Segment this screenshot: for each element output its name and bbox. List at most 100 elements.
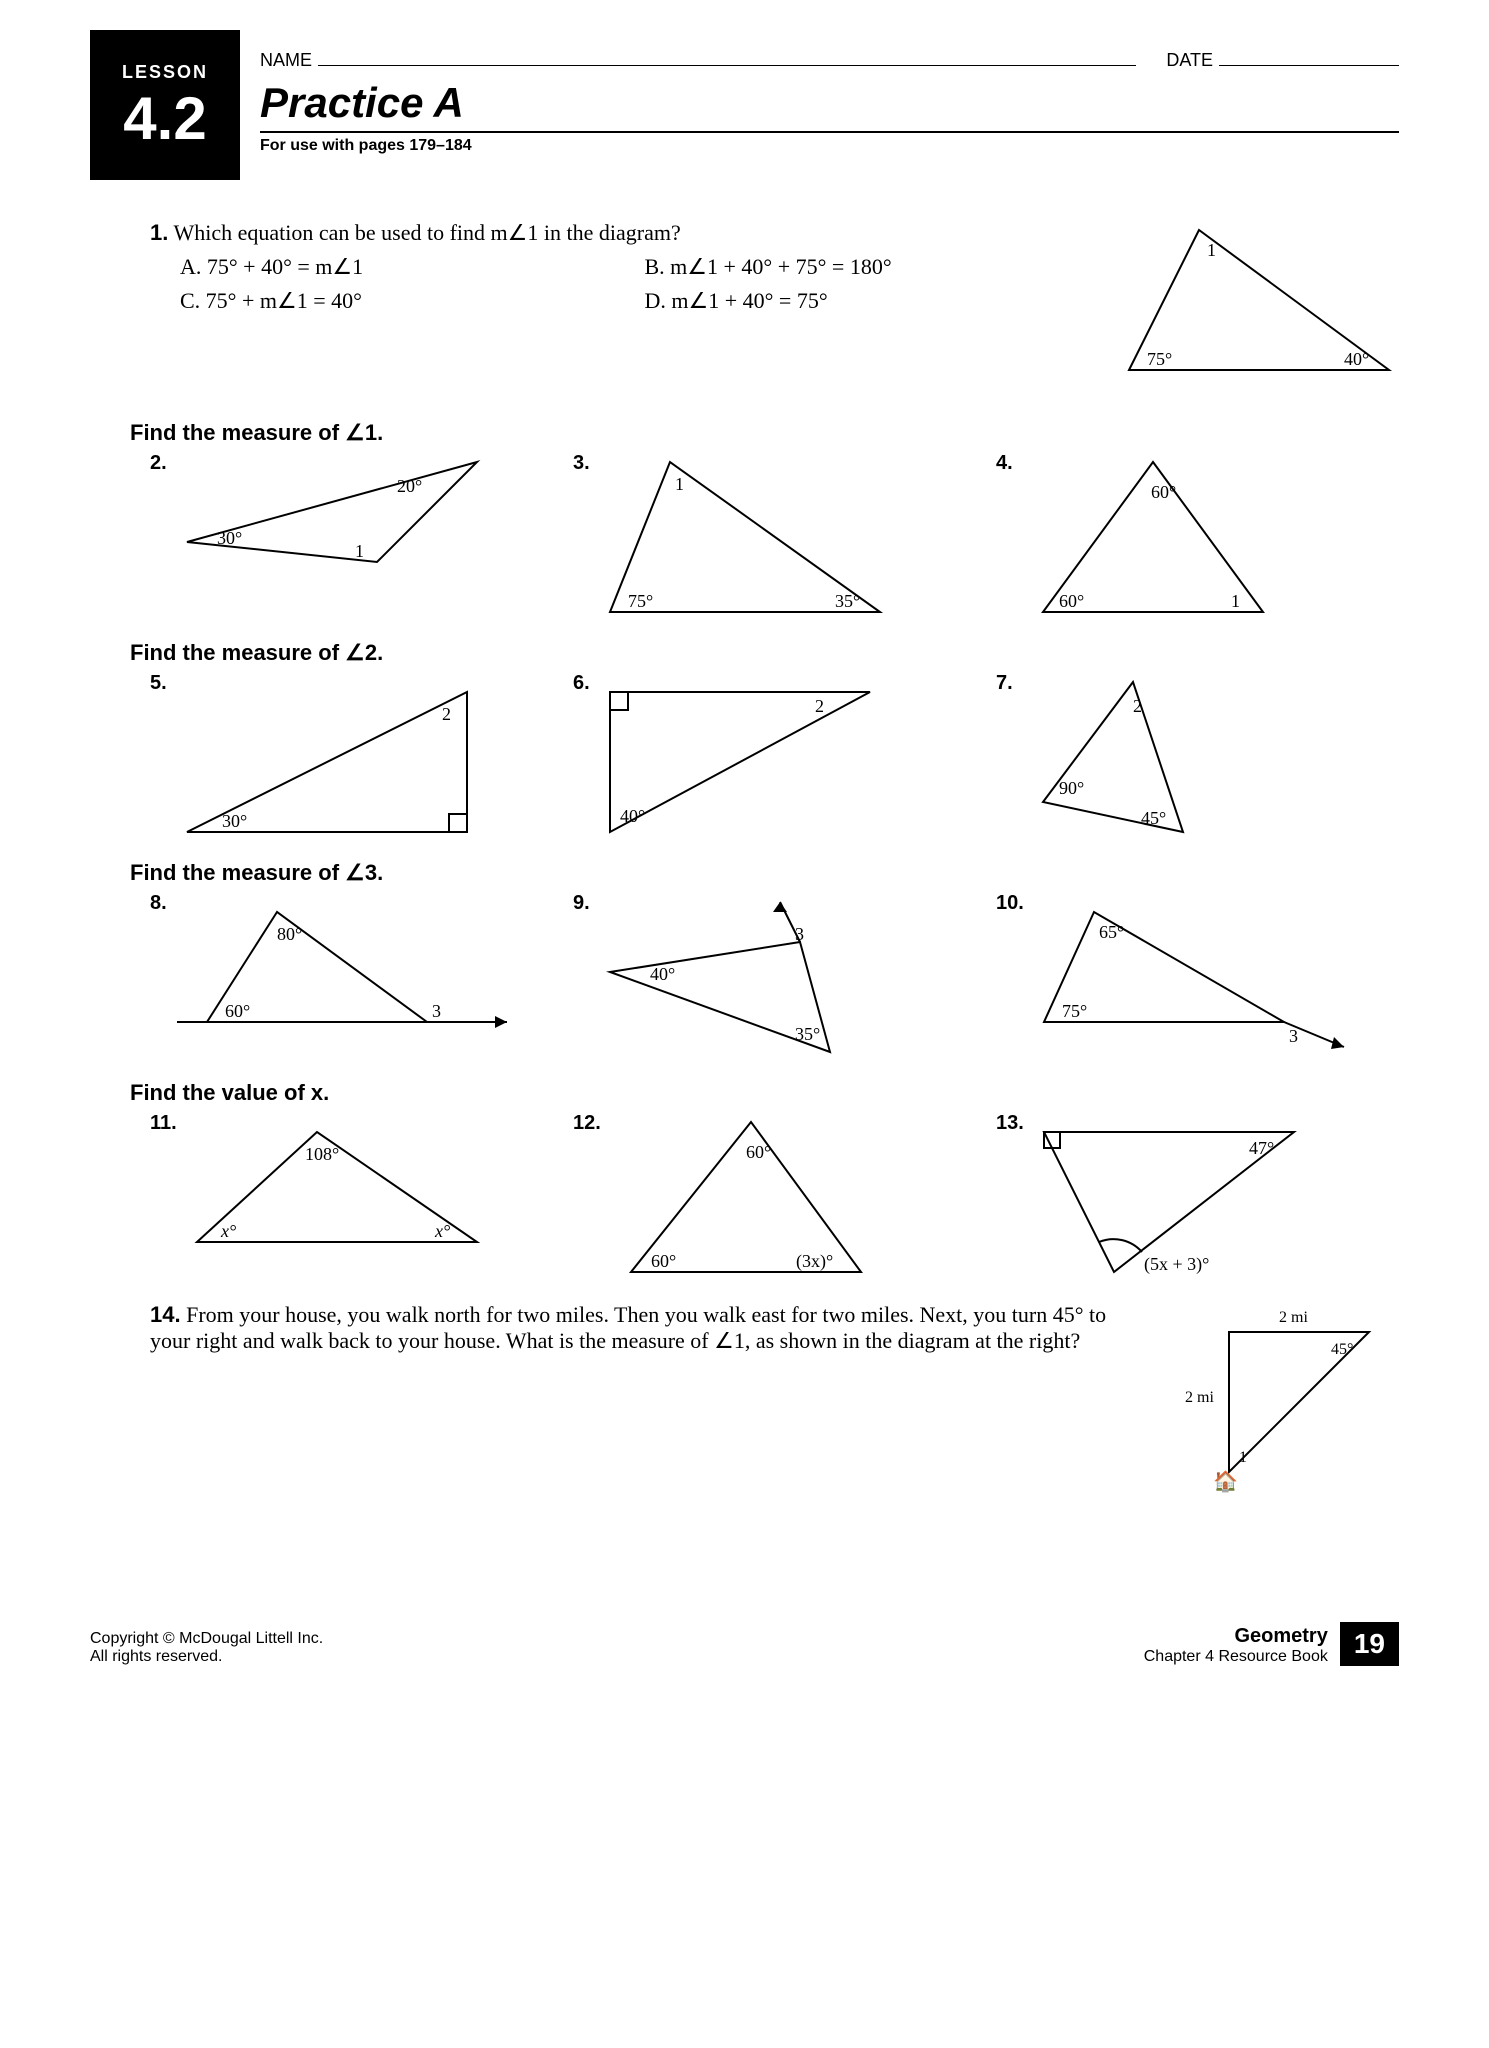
problem-2: 2. 20° 30° 1 <box>150 452 553 622</box>
svg-text:3: 3 <box>795 924 804 944</box>
p10-num: 10. <box>996 892 1024 1062</box>
p11-num: 11. <box>150 1112 177 1282</box>
worksheet-title: Practice A <box>260 79 1399 127</box>
q1-choice-d: D. m∠1 + 40° = 75° <box>645 288 1080 314</box>
svg-text:65°: 65° <box>1099 922 1124 942</box>
p4-num: 4. <box>996 452 1013 622</box>
lesson-number: 4.2 <box>123 89 206 149</box>
svg-text:1: 1 <box>675 474 684 494</box>
page-footer: Copyright © McDougal Littell Inc. All ri… <box>90 1622 1399 1666</box>
row-2-4: 2. 20° 30° 1 3. 1 75° 35° 4. 60° 60° 1 <box>90 452 1399 622</box>
svg-text:40°: 40° <box>1344 349 1369 369</box>
page-header: LESSON 4.2 NAME DATE Practice A For use … <box>90 30 1399 180</box>
section-1-head: Find the measure of ∠1. <box>130 420 1399 446</box>
problem-3: 3. 1 75° 35° <box>573 452 976 622</box>
p5-num: 5. <box>150 672 167 842</box>
problem-4: 4. 60° 60° 1 <box>996 452 1399 622</box>
svg-text:1: 1 <box>355 541 364 561</box>
row-8-10: 8. 80° 60° 3 9. 3 40° 35° 10. 65° 75° <box>90 892 1399 1062</box>
p13-num: 13. <box>996 1112 1024 1282</box>
section-4-head: Find the value of x. <box>130 1080 1399 1106</box>
problem-5: 5. 2 30° <box>150 672 553 842</box>
svg-text:30°: 30° <box>222 811 247 831</box>
svg-text:35°: 35° <box>795 1024 820 1044</box>
date-line <box>1219 65 1399 66</box>
svg-text:40°: 40° <box>650 964 675 984</box>
section-2-head: Find the measure of ∠2. <box>130 640 1399 666</box>
q1-prompt: Which equation can be used to find m∠1 i… <box>173 220 680 245</box>
name-label: NAME <box>260 50 312 71</box>
house-icon: 🏠 <box>1213 1470 1238 1493</box>
q14-number: 14. <box>150 1302 181 1327</box>
svg-text:x°: x° <box>220 1221 236 1241</box>
section-3-head: Find the measure of ∠3. <box>130 860 1399 886</box>
svg-text:47°: 47° <box>1249 1138 1274 1158</box>
problem-6: 6. 2 40° <box>573 672 976 842</box>
svg-text:80°: 80° <box>277 924 302 944</box>
q1-choice-b: B. m∠1 + 40° + 75° = 180° <box>645 254 1080 280</box>
row-11-13: 11. 108° x° x° 12. 60° 60° (3x)° 13. 47°… <box>90 1112 1399 1282</box>
svg-text:(3x)°: (3x)° <box>796 1251 833 1272</box>
svg-text:1: 1 <box>1207 240 1216 260</box>
problem-12: 12. 60° 60° (3x)° <box>573 1112 976 1282</box>
problem-11: 11. 108° x° x° <box>150 1112 553 1282</box>
svg-text:1: 1 <box>1239 1449 1247 1466</box>
svg-text:(5x + 3)°: (5x + 3)° <box>1144 1254 1209 1275</box>
svg-text:3: 3 <box>432 1001 441 1021</box>
svg-text:60°: 60° <box>1059 591 1084 611</box>
worksheet-subtitle: For use with pages 179–184 <box>260 137 1399 155</box>
p12-num: 12. <box>573 1112 601 1282</box>
p8-num: 8. <box>150 892 167 1062</box>
svg-text:108°: 108° <box>305 1144 339 1164</box>
svg-text:2 mi: 2 mi <box>1279 1309 1308 1326</box>
q14-text: From your house, you walk north for two … <box>150 1302 1106 1353</box>
question-1: 1. Which equation can be used to find m∠… <box>90 220 1399 390</box>
svg-text:2: 2 <box>815 696 824 716</box>
p9-num: 9. <box>573 892 590 1062</box>
svg-text:2: 2 <box>442 704 451 724</box>
svg-text:60°: 60° <box>1151 482 1176 502</box>
q1-number: 1. <box>150 220 168 245</box>
svg-text:90°: 90° <box>1059 778 1084 798</box>
rights: All rights reserved. <box>90 1648 323 1666</box>
svg-text:75°: 75° <box>1062 1001 1087 1021</box>
date-label: DATE <box>1166 50 1213 71</box>
svg-text:60°: 60° <box>651 1251 676 1271</box>
svg-text:75°: 75° <box>628 591 653 611</box>
page-number: 19 <box>1340 1622 1399 1666</box>
problem-13: 13. 47° (5x + 3)° <box>996 1112 1399 1282</box>
p2-num: 2. <box>150 452 167 622</box>
svg-text:1: 1 <box>1231 591 1240 611</box>
problem-8: 8. 80° 60° 3 <box>150 892 553 1062</box>
svg-text:35°: 35° <box>835 591 860 611</box>
p6-num: 6. <box>573 672 590 842</box>
p7-num: 7. <box>996 672 1013 842</box>
svg-text:60°: 60° <box>746 1142 771 1162</box>
q14-diagram: 2 mi 2 mi 45° 1 🏠 <box>1179 1302 1399 1502</box>
problem-7: 7. 2 90° 45° <box>996 672 1399 842</box>
svg-text:60°: 60° <box>225 1001 250 1021</box>
svg-text:45°: 45° <box>1141 808 1166 828</box>
q1-choice-c: C. 75° + m∠1 = 40° <box>180 288 615 314</box>
svg-text:20°: 20° <box>397 476 422 496</box>
question-14: 14. From your house, you walk north for … <box>90 1302 1399 1502</box>
svg-text:75°: 75° <box>1147 349 1172 369</box>
svg-text:x°: x° <box>434 1221 450 1241</box>
lesson-label: LESSON <box>122 62 208 83</box>
footer-book: Chapter 4 Resource Book <box>1144 1648 1328 1666</box>
title-rule <box>260 131 1399 133</box>
svg-text:2: 2 <box>1133 696 1142 716</box>
row-5-7: 5. 2 30° 6. 2 40° 7. 2 90° 45° <box>90 672 1399 842</box>
name-line <box>318 65 1136 66</box>
problem-9: 9. 3 40° 35° <box>573 892 976 1062</box>
title-block: NAME DATE Practice A For use with pages … <box>260 30 1399 155</box>
q1-choice-a: A. 75° + 40° = m∠1 <box>180 254 615 280</box>
svg-text:30°: 30° <box>217 528 242 548</box>
svg-text:45°: 45° <box>1331 1341 1353 1358</box>
problem-10: 10. 65° 75° 3 <box>996 892 1399 1062</box>
svg-text:40°: 40° <box>620 806 645 826</box>
p3-num: 3. <box>573 452 590 622</box>
lesson-box: LESSON 4.2 <box>90 30 240 180</box>
q1-diagram: 1 75° 40° <box>1119 220 1399 390</box>
svg-text:3: 3 <box>1289 1026 1298 1046</box>
